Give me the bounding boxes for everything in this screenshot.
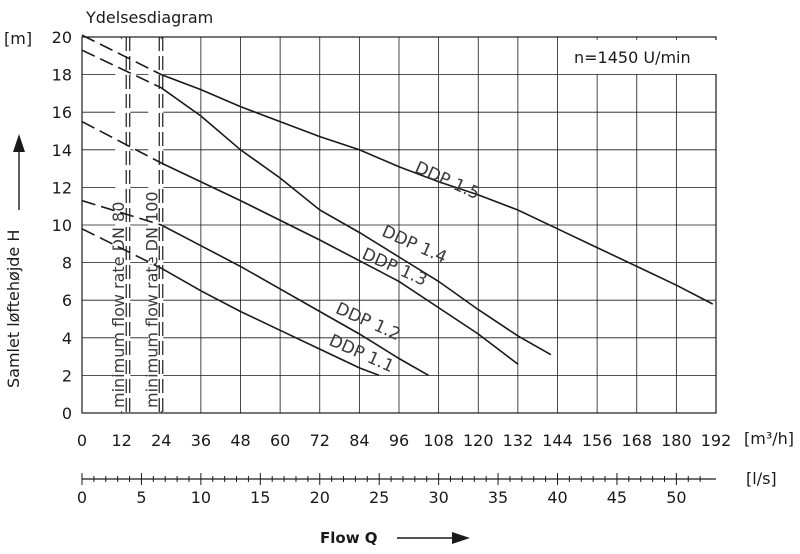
x2-tick-label: 40 [547, 488, 567, 507]
curve-dash-mask [81, 120, 162, 165]
y-tick-label: 10 [52, 216, 72, 235]
y-tick-labels: 0 2 4 6 8 10 12 14 16 18 20 [52, 28, 72, 423]
min-flow-label: minimum flow rate DN 100 [142, 191, 161, 408]
grid-lines [81, 36, 717, 414]
x-tick-labels: 0 12 24 36 48 60 72 84 96 108 120 132 144 156 168 180 19… [77, 431, 731, 450]
y-tick-label: 0 [62, 404, 72, 423]
curve-dash-mask [81, 227, 162, 270]
x-tick-label: 192 [701, 431, 732, 450]
curve-ddp-1-4 [81, 49, 552, 356]
y-tick-label: 20 [52, 28, 72, 47]
y-axis-arrow [13, 134, 25, 210]
curve-dash-mask [81, 34, 162, 76]
x-tick-label: 180 [661, 431, 692, 450]
y-axis-label: Samlet løftehøjde H [4, 230, 23, 388]
x-unit-label: [m³/h] [744, 429, 794, 448]
plot-frame [81, 36, 717, 414]
x2-tick-label: 30 [428, 488, 448, 507]
curve-ddp-1-3 [81, 120, 519, 365]
x-tick-label: 48 [230, 431, 250, 450]
speed-annotation: n=1450 U/min [574, 48, 691, 67]
y-tick-label: 8 [62, 254, 72, 273]
annotation-box [560, 40, 718, 74]
curve-ddp-1-5 [81, 34, 714, 305]
x-tick-label: 0 [77, 431, 87, 450]
y-tick-label: 2 [62, 366, 72, 385]
x-tick-label: 156 [582, 431, 613, 450]
min-flow-label: minimum flow rate DN 80 [109, 202, 128, 408]
y-tick-label: 4 [62, 329, 72, 348]
x2-tick-label: 5 [136, 488, 146, 507]
curve-ddp-1-1 [81, 228, 380, 377]
x-tick-label: 84 [349, 431, 369, 450]
curve-label: DDP 1.5 [412, 158, 483, 204]
y-tick-label: 12 [52, 178, 72, 197]
x2-tick-label: 10 [191, 488, 211, 507]
x2-tick-label: 35 [488, 488, 508, 507]
x-tick-label: 120 [463, 431, 494, 450]
x-tick-label: 60 [270, 431, 290, 450]
x-tick-label: 12 [111, 431, 131, 450]
x2-tick-label: 45 [607, 488, 627, 507]
x-tick-label: 144 [542, 431, 573, 450]
x2-tick-label: 50 [666, 488, 686, 507]
x-axis-arrow [397, 532, 470, 544]
y-tick-label: 18 [52, 66, 72, 85]
x2-tick-label: 20 [310, 488, 330, 507]
series-curves [81, 34, 714, 377]
x-tick-label: 96 [389, 431, 409, 450]
x-tick-label: 36 [191, 431, 211, 450]
curve-dash-mask [81, 49, 162, 89]
x2-tick-label: 15 [250, 488, 270, 507]
x2-tick-label: 25 [369, 488, 389, 507]
curve-ddp-1-2 [81, 199, 430, 377]
y-tick-label: 16 [52, 103, 72, 122]
x-tick-label: 168 [621, 431, 652, 450]
y-unit-label: [m] [4, 29, 32, 48]
x2-axis: 0 5 10 15 20 25 30 35 40 45 50 [77, 473, 716, 507]
x-tick-label: 132 [503, 431, 534, 450]
chart-title: Ydelsesdiagram [85, 8, 213, 27]
y-tick-label: 14 [52, 141, 72, 160]
x-tick-label: 108 [423, 431, 454, 450]
min-flow-lines: minimum flow rate DN 80 minimum flow rate… [109, 37, 164, 413]
y-tick-label: 6 [62, 291, 72, 310]
x-tick-label: 24 [151, 431, 171, 450]
x2-unit-label: [l/s] [746, 469, 777, 488]
x-axis-label: Flow Q [320, 529, 378, 547]
x2-tick-label: 0 [77, 488, 87, 507]
x-tick-label: 72 [310, 431, 330, 450]
